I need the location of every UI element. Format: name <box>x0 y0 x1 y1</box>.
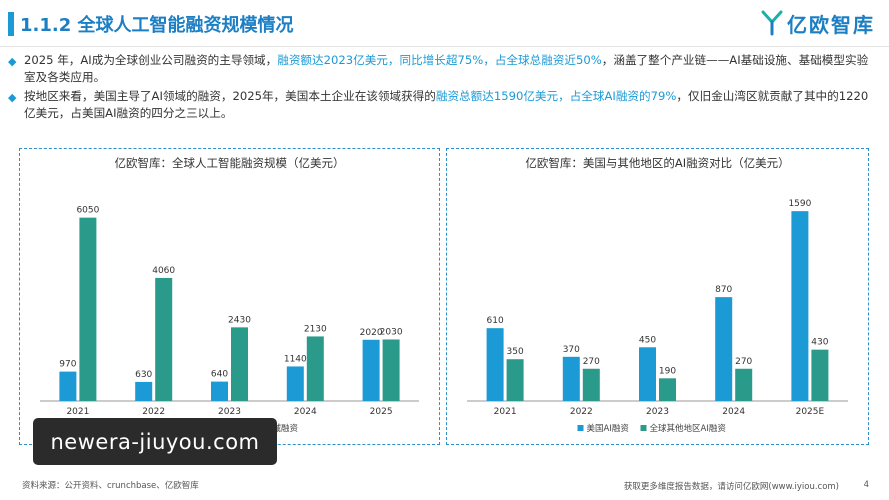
legend-label: 美国AI融资 <box>587 423 630 434</box>
data-label: 270 <box>583 357 600 367</box>
header-bar: 1.1.2 全球人工智能融资规模情况 亿欧智库 <box>0 0 889 46</box>
data-label: 1140 <box>284 354 307 364</box>
x-tick-label: 2024 <box>722 407 745 417</box>
x-tick-label: 2023 <box>646 407 669 417</box>
data-label: 2430 <box>228 315 251 325</box>
x-tick-label: 2021 <box>66 407 89 417</box>
logo-text: 亿欧智库 <box>787 12 875 37</box>
data-label: 370 <box>563 345 580 355</box>
page-number: 4 <box>863 480 869 490</box>
bullet-2-text-b: ，仅旧金山湾区就贡献了其中的1220亿美元，占美国AI融资的四分之三以上。 <box>24 89 869 120</box>
bar-series2-2025E <box>811 349 829 401</box>
diamond-bullet-icon: ◆ <box>8 91 17 104</box>
bar-series2-2023 <box>659 378 676 401</box>
data-label: 450 <box>639 335 656 345</box>
data-label: 610 <box>487 316 504 326</box>
data-label: 2130 <box>304 324 327 334</box>
x-tick-label: 2024 <box>294 407 317 417</box>
bar-series2-2021 <box>506 359 524 401</box>
chart-panel-us-vs-others: 亿欧智库：美国与其他地区的AI融资对比（亿美元） 610 350 2021 370 27… <box>446 148 869 445</box>
legend-swatch <box>640 425 647 431</box>
bullet-2: ◆ 按地区来看，美国主导了AI领域的融资，2025年，美国本土企业在该领域获得的… <box>8 88 878 122</box>
data-label: 1590 <box>788 199 811 209</box>
data-label: 190 <box>659 366 676 376</box>
chart-us-vs-others: 6103502021370270202245019020238702702024… <box>467 199 848 434</box>
title-accent-bar <box>8 12 14 36</box>
data-label: 430 <box>811 338 828 348</box>
bar-series1-2023 <box>639 347 656 401</box>
data-label: 2020 <box>360 328 383 338</box>
x-tick-label: 2025 <box>370 407 393 417</box>
bullet-2-highlight: 融资总额达1590亿美元，占全球AI融资的79% <box>435 89 677 103</box>
chart-title-global-funding: 亿欧智库：全球人工智能融资规模（亿美元） <box>114 156 345 170</box>
bar-series2-2022 <box>582 368 600 401</box>
bar-series1-2025 <box>362 339 380 401</box>
bar-series1-2023 <box>211 381 228 401</box>
data-label: 870 <box>715 285 732 295</box>
legend-swatch <box>577 425 584 431</box>
bullet-1: ◆ 2025 年，AI成为全球创业公司融资的主导领域，融资额达2023亿美元，同… <box>8 52 878 86</box>
chart-global-funding: 970 6050 2021 630 4060 2022 640 2430 2023 1140 213… <box>40 206 419 434</box>
bar-series1-2025E <box>791 211 809 401</box>
bar-series2-2021 <box>79 217 97 401</box>
bullet-1-text-a: 2025 年，AI成为全球创业公司融资的主导领域， <box>24 53 278 67</box>
bar-series1-2022 <box>562 356 580 401</box>
bar-series1-2021 <box>59 371 77 401</box>
x-tick-label: 2025E <box>796 407 825 417</box>
bar-series2-2024 <box>306 336 324 401</box>
yiou-logo-icon <box>761 10 783 36</box>
bar-series2-2022 <box>155 277 173 401</box>
data-label: 4060 <box>152 266 175 276</box>
header-divider <box>0 46 889 47</box>
chart-panel-global-funding: 亿欧智库：全球人工智能融资规模（亿美元） 970 6050 2021 630 4060 2… <box>19 148 440 445</box>
data-label: 350 <box>507 347 524 357</box>
data-label: 270 <box>735 357 752 367</box>
bar-series1-2024 <box>715 297 733 401</box>
bar-series1-2024 <box>286 366 304 401</box>
data-label: 6050 <box>76 206 99 216</box>
footer-link-text[interactable]: 获取更多维度报告数据，请访问亿欧网(www.iyiou.com) <box>623 482 839 492</box>
data-label: 2030 <box>380 327 403 337</box>
bar-series2-2023 <box>231 327 248 401</box>
bar-series1-2022 <box>135 381 153 401</box>
logo: 亿欧智库 <box>761 8 875 38</box>
bar-series2-2025 <box>382 339 400 401</box>
bullet-1-text-b: ，涵盖了整个产业链——AI基础设施、基础模型实验室及各类应用。 <box>24 53 869 84</box>
legend-label: 全球其他地区AI融资 <box>650 423 727 434</box>
bar-series2-2024 <box>735 368 753 401</box>
bar-series1-2021 <box>486 328 504 401</box>
data-label: 640 <box>211 370 228 380</box>
x-tick-label: 2022 <box>570 407 593 417</box>
source-note: 资料来源：公开资料、crunchbase、亿欧智库 <box>22 481 199 491</box>
x-tick-label: 2022 <box>142 407 165 417</box>
bullet-2-text-a: 按地区来看，美国主导了AI领域的融资，2025年，美国本土企业在该领域获得的 <box>24 89 436 103</box>
data-label: 630 <box>135 370 152 380</box>
x-tick-label: 2021 <box>494 407 517 417</box>
watermark-banner: newera-jiuyou.com <box>33 418 277 465</box>
x-tick-label: 2023 <box>218 407 241 417</box>
page-title: 1.1.2 全球人工智能融资规模情况 <box>20 15 294 36</box>
diamond-bullet-icon: ◆ <box>8 55 17 68</box>
watermark-text: newera-jiuyou.com <box>50 429 260 454</box>
bullet-1-highlight: 融资额达2023亿美元，同比增长超75%，占全球总融资近50% <box>277 53 602 67</box>
summary-bullets: ◆ 2025 年，AI成为全球创业公司融资的主导领域，融资额达2023亿美元，同… <box>8 52 878 124</box>
data-label: 970 <box>59 360 76 370</box>
chart-title-us-vs-others: 亿欧智库：美国与其他地区的AI融资对比（亿美元） <box>525 156 790 170</box>
